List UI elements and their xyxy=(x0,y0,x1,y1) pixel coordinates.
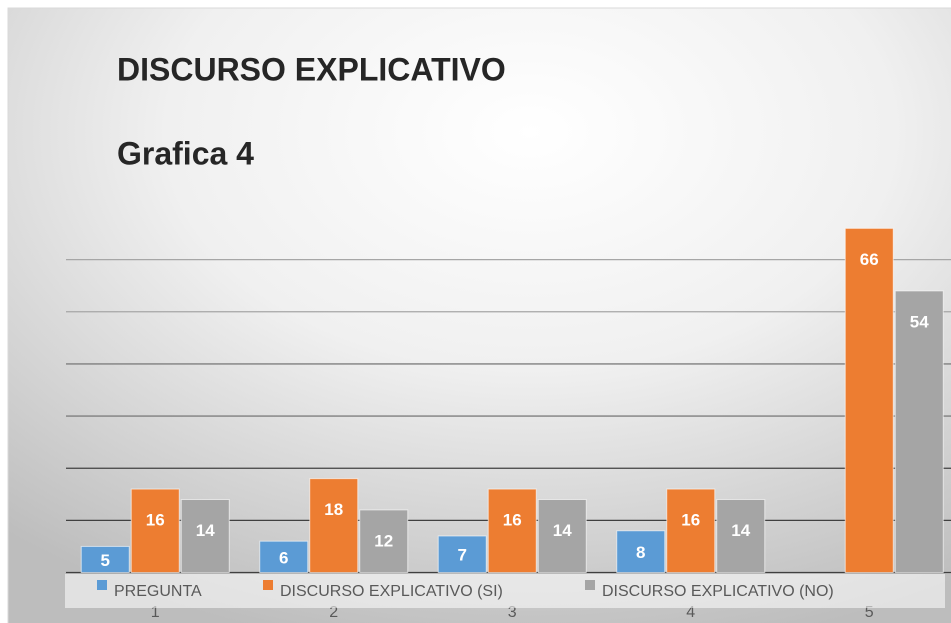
data-label: 18 xyxy=(324,500,343,519)
bar xyxy=(487,488,537,574)
data-label: 16 xyxy=(503,511,522,530)
legend-background xyxy=(65,574,945,608)
x-tick-label: 4 xyxy=(686,604,695,621)
bar xyxy=(130,488,180,574)
bar xyxy=(666,488,716,574)
legend-label: DISCURSO EXPLICATIVO (SI) xyxy=(280,583,503,600)
data-label: 66 xyxy=(860,250,879,269)
bar xyxy=(80,545,130,574)
bar xyxy=(180,499,230,573)
bar xyxy=(616,530,666,573)
chart-subtitle: Grafica 4 xyxy=(117,135,254,171)
data-label: 12 xyxy=(374,531,393,550)
bar xyxy=(437,535,487,573)
data-label: 7 xyxy=(458,546,467,565)
data-label: 54 xyxy=(910,312,929,331)
x-tick-label: 3 xyxy=(508,604,517,621)
bar xyxy=(309,478,359,573)
data-label: 6 xyxy=(279,548,288,567)
data-label: 8 xyxy=(636,543,645,562)
bar xyxy=(716,499,766,573)
x-tick-label: 5 xyxy=(865,604,874,621)
data-label: 14 xyxy=(553,521,572,540)
legend-label: DISCURSO EXPLICATIVO (NO) xyxy=(602,583,834,600)
legend-label: PREGUNTA xyxy=(114,583,202,600)
bar xyxy=(894,290,944,573)
legend-swatch xyxy=(97,580,107,590)
data-label: 14 xyxy=(196,521,215,540)
legend-swatch xyxy=(263,580,273,590)
x-tick-label: 2 xyxy=(329,604,338,621)
bar xyxy=(259,540,309,574)
data-label: 16 xyxy=(146,511,165,530)
bar xyxy=(537,499,587,573)
x-tick-label: 1 xyxy=(151,604,160,621)
data-label: 14 xyxy=(731,521,750,540)
chart-title: DISCURSO EXPLICATIVO xyxy=(117,51,506,87)
bar xyxy=(844,227,894,573)
legend-swatch xyxy=(585,580,595,590)
bar xyxy=(359,509,409,573)
data-label: 16 xyxy=(681,511,700,530)
data-label: 5 xyxy=(101,551,110,570)
